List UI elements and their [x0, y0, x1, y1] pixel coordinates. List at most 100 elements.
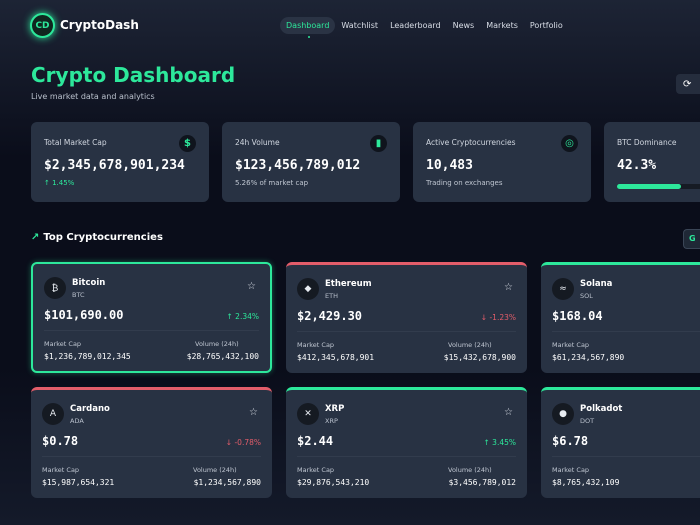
bar-chart-icon: ▮: [370, 135, 387, 152]
nav-watchlist[interactable]: Watchlist: [341, 21, 379, 30]
volume-value: $28,765,432,100: [186, 352, 259, 361]
nav-leaderboard[interactable]: Leaderboard: [390, 21, 441, 30]
divider: [44, 330, 259, 331]
stat-change: ↑ 1.45%: [44, 179, 75, 187]
refresh-button[interactable]: ⟳: [676, 74, 700, 94]
market-cap-value: $29,876,543,210: [297, 478, 370, 487]
page-title: Crypto Dashboard: [31, 63, 236, 87]
coin-card-dot[interactable]: ● Polkadot DOT $6.78 Market Cap $8,765,43…: [541, 387, 700, 498]
coin-symbol: ADA: [70, 417, 84, 425]
coin-name: Polkadot: [580, 404, 623, 414]
main-nav: Dashboard Watchlist Leaderboard News Mar…: [280, 17, 569, 38]
stat-value: $123,456,789,012: [235, 158, 361, 173]
market-cap-value: $8,765,432,109: [552, 478, 620, 487]
coin-logo: ≈: [552, 278, 574, 300]
market-cap-label: Market Cap: [297, 341, 335, 349]
coin-symbol: SOL: [580, 292, 593, 300]
page-subtitle: Live market data and analytics: [31, 92, 155, 101]
nav-portfolio[interactable]: Portfolio: [529, 21, 563, 30]
divider: [297, 331, 516, 332]
coin-card-btc[interactable]: ₿ Bitcoin BTC ☆ $101,690.00 ↑ 2.34% Market …: [31, 262, 272, 373]
stat-total-market-cap: Total Market Cap $ $2,345,678,901,234 ↑ …: [31, 122, 209, 202]
progress-fill: [617, 184, 681, 189]
section-title-text: Top Cryptocurrencies: [43, 232, 163, 243]
market-cap-value: $412,345,678,901: [297, 353, 375, 362]
refresh-icon: ⟳: [683, 78, 692, 90]
coin-name: Ethereum: [325, 279, 372, 289]
volume-value: $3,456,789,012: [448, 478, 516, 487]
star-icon[interactable]: ☆: [249, 407, 258, 418]
coin-price: $0.78: [42, 434, 79, 448]
coins-icon: ◎: [561, 135, 578, 152]
coin-card-xrp[interactable]: ✕ XRP XRP ☆ $2.44 ↑ 3.45% Market Cap $29,87…: [286, 387, 527, 498]
volume-label: Volume (24h): [448, 466, 492, 474]
coin-name: Cardano: [70, 404, 110, 414]
stat-value: 42.3%: [617, 158, 657, 173]
stat-24h-volume: 24h Volume ▮ $123,456,789,012 5.26% of m…: [222, 122, 400, 202]
stat-label: Active Cryptocurrencies: [426, 138, 516, 147]
market-cap-label: Market Cap: [44, 340, 82, 348]
coin-symbol: BTC: [72, 291, 85, 299]
nav-news[interactable]: News: [452, 21, 475, 30]
dollar-icon: $: [179, 135, 196, 152]
coin-logo: ◆: [297, 278, 319, 300]
stat-label: Total Market Cap: [44, 138, 107, 147]
divider: [552, 331, 700, 332]
market-cap-value: $15,987,654,321: [42, 478, 115, 487]
coin-symbol: XRP: [325, 417, 338, 425]
star-icon[interactable]: ☆: [504, 407, 513, 418]
star-icon[interactable]: ☆: [504, 282, 513, 293]
coin-symbol: ETH: [325, 292, 338, 300]
coin-logo: ₿: [44, 277, 66, 299]
coin-change: ↑ 3.45%: [483, 438, 517, 447]
coin-card-ada[interactable]: A Cardano ADA ☆ $0.78 ↓ -0.78% Market Cap $…: [31, 387, 272, 498]
volume-label: Volume (24h): [193, 466, 237, 474]
section-button[interactable]: G: [683, 229, 700, 249]
dominance-progress-bar: [617, 184, 700, 189]
coin-name: Bitcoin: [72, 278, 106, 288]
coin-name: Solana: [580, 279, 613, 289]
stat-active-cryptos: Active Cryptocurrencies ◎ 10,483 Trading…: [413, 122, 591, 202]
section-title: ↗ Top Cryptocurrencies: [31, 232, 163, 243]
stat-value: 10,483: [426, 158, 473, 173]
stat-btc-dominance: BTC Dominance 42.3%: [604, 122, 700, 202]
divider: [42, 456, 261, 457]
divider: [297, 456, 516, 457]
market-cap-label: Market Cap: [552, 466, 590, 474]
market-cap-value: $61,234,567,890: [552, 353, 625, 362]
trending-up-icon: ↗: [31, 232, 40, 243]
coin-logo: ●: [552, 403, 574, 425]
stat-label: BTC Dominance: [617, 138, 677, 147]
market-cap-label: Market Cap: [297, 466, 335, 474]
coin-card-sol[interactable]: ≈ Solana SOL $168.04 Market Cap $61,234,5…: [541, 262, 700, 373]
volume-label: Volume (24h): [448, 341, 492, 349]
divider: [552, 456, 700, 457]
nav-dashboard[interactable]: Dashboard: [280, 17, 336, 38]
coin-card-eth[interactable]: ◆ Ethereum ETH ☆ $2,429.30 ↓ -1.23% Market …: [286, 262, 527, 373]
volume-value: $1,234,567,890: [193, 478, 261, 487]
market-cap-value: $1,236,789,012,345: [44, 352, 131, 361]
stat-note: 5.26% of market cap: [235, 179, 309, 187]
coin-price: $101,690.00: [44, 308, 124, 322]
stat-label: 24h Volume: [235, 138, 280, 147]
volume-value: $15,432,678,900: [443, 353, 516, 362]
market-cap-label: Market Cap: [552, 341, 590, 349]
market-cap-label: Market Cap: [42, 466, 80, 474]
coin-price: $2.44: [297, 434, 334, 448]
nav-markets[interactable]: Markets: [486, 21, 518, 30]
coin-price: $6.78: [552, 434, 589, 448]
coin-name: XRP: [325, 404, 345, 414]
star-icon[interactable]: ☆: [247, 281, 256, 292]
coin-logo: ✕: [297, 403, 319, 425]
coin-logo: A: [42, 403, 64, 425]
coin-price: $2,429.30: [297, 309, 363, 323]
coin-change: ↓ -0.78%: [225, 438, 261, 447]
coin-price: $168.04: [552, 309, 603, 323]
volume-label: Volume (24h): [195, 340, 239, 348]
stat-value: $2,345,678,901,234: [44, 158, 185, 173]
coin-change: ↓ -1.23%: [480, 313, 516, 322]
coin-change: ↑ 2.34%: [226, 312, 260, 321]
stat-note: Trading on exchanges: [426, 179, 503, 187]
brand-name[interactable]: CryptoDash: [60, 18, 139, 32]
logo[interactable]: CD: [30, 13, 55, 38]
